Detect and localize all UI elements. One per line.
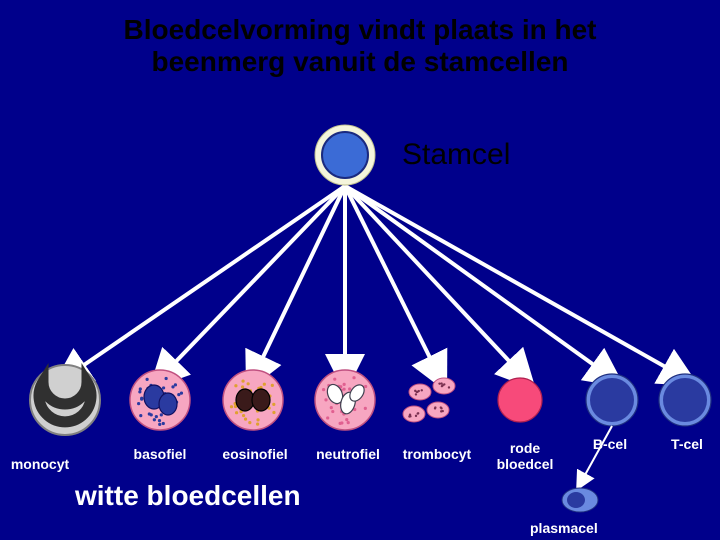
cell-label-rode: rode bloedcel [480,440,570,472]
title-line1: Bloedcelvorming vindt plaats in het [124,14,597,45]
cell-label-neutrofiel: neutrofiel [303,446,393,462]
title-line2: beenmerg vanuit de stamcellen [151,46,568,77]
stem-cell-label: Stamcel [402,138,510,172]
cell-label-tcel: T-cel [657,436,717,452]
cell-label-eosinofiel: eosinofiel [210,446,300,462]
cell-label-basofiel: basofiel [115,446,205,462]
slide-title: Bloedcelvorming vindt plaats in het been… [0,14,720,78]
cell-label-trombocyt: trombocyt [392,446,482,462]
white-cells-group-label: witte bloedcellen [75,480,301,512]
slide-root: Bloedcelvorming vindt plaats in het been… [0,0,720,540]
cell-label-monocyt: monocyt [0,456,80,472]
cell-label-bcel: B-cel [580,436,640,452]
plasmacel-label: plasmacel [530,520,598,536]
